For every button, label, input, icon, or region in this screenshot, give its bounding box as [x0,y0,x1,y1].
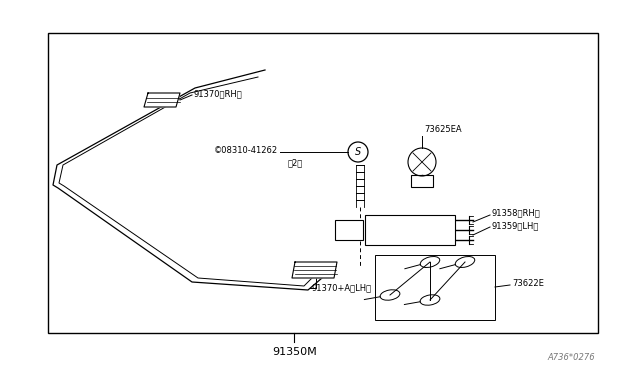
Bar [365,215,455,245]
Text: 〈2〉: 〈2〉 [287,158,303,167]
Bar [48,33,598,333]
Text: 91370+A〈LH〉: 91370+A〈LH〉 [312,283,372,292]
Text: 73625EA: 73625EA [424,125,461,134]
Polygon shape [292,262,337,278]
Text: ©08310-41262: ©08310-41262 [214,145,278,154]
Text: S: S [355,147,361,157]
Text: 91370〈RH〉: 91370〈RH〉 [194,90,243,99]
Text: A736*0276: A736*0276 [547,353,595,362]
Text: 91358〈RH〉: 91358〈RH〉 [492,208,541,218]
Polygon shape [144,93,180,107]
Text: 91350M: 91350M [272,347,317,356]
Bar [335,220,363,240]
Text: 91359〈LH〉: 91359〈LH〉 [492,221,540,231]
Bar [411,175,433,187]
Bar [375,255,495,320]
Text: 73622E: 73622E [512,279,544,289]
